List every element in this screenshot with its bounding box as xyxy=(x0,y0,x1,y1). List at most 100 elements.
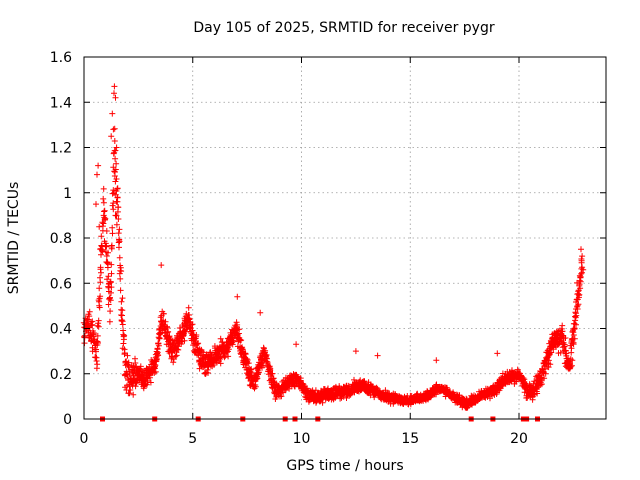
spike-point xyxy=(111,90,117,97)
data-point xyxy=(104,276,111,283)
data-point xyxy=(155,342,162,349)
spike-point xyxy=(580,266,587,273)
spike-point xyxy=(114,185,121,192)
data-point xyxy=(88,319,95,325)
data-point xyxy=(81,332,88,339)
data-point xyxy=(119,307,126,314)
data-point xyxy=(217,360,224,367)
data-point xyxy=(120,327,127,334)
x-axis-label: GPS time / hours xyxy=(286,458,403,474)
spike-point xyxy=(94,171,100,178)
data-point xyxy=(101,207,108,214)
data-point xyxy=(162,318,169,325)
data-point xyxy=(124,352,131,359)
data-point xyxy=(116,226,123,233)
data-point xyxy=(121,350,128,356)
data-point xyxy=(234,331,241,338)
data-point xyxy=(194,340,201,347)
data-point xyxy=(181,337,188,344)
axis-ticks: 0 5 10 15 20 0 0.2 0.4 0.6 0.8 1 1.2 1.4 1.6 xyxy=(50,50,606,447)
data-point xyxy=(108,270,115,277)
data-point xyxy=(105,249,111,256)
data-point xyxy=(205,370,211,376)
spike-point xyxy=(158,262,165,269)
data-point xyxy=(207,349,214,356)
data-point xyxy=(103,228,110,234)
data-point xyxy=(548,349,555,356)
data-point xyxy=(269,370,276,377)
data-point xyxy=(113,160,120,167)
data-point xyxy=(108,289,114,296)
data-point xyxy=(576,291,583,298)
data-point xyxy=(193,332,200,338)
data-point xyxy=(562,335,569,341)
data-point xyxy=(97,264,104,271)
data-point xyxy=(106,318,113,325)
data-point xyxy=(155,352,162,359)
data-point xyxy=(107,294,113,301)
data-point xyxy=(113,221,120,228)
data-point xyxy=(126,390,133,397)
data-point xyxy=(118,298,125,305)
data-point xyxy=(244,357,251,363)
spike-point xyxy=(95,162,102,169)
data-point xyxy=(107,297,114,304)
data-point xyxy=(189,321,196,328)
data-point xyxy=(286,385,293,392)
data-point xyxy=(125,359,132,366)
data-point xyxy=(100,199,107,206)
data-point xyxy=(538,381,545,388)
data-point xyxy=(225,346,232,353)
spike-point xyxy=(433,357,440,364)
x-tick-label: 15 xyxy=(401,431,419,447)
data-point xyxy=(96,285,103,292)
data-point xyxy=(571,325,578,332)
data-point xyxy=(242,351,249,358)
data-point xyxy=(132,360,139,366)
data-point xyxy=(112,166,119,173)
data-points xyxy=(80,83,587,411)
data-point xyxy=(267,365,274,372)
data-point xyxy=(108,261,115,268)
data-point xyxy=(93,358,100,364)
data-point xyxy=(173,352,180,359)
spike-point xyxy=(112,94,119,101)
data-point xyxy=(154,351,161,358)
spike-point xyxy=(96,223,103,230)
spike-point xyxy=(352,348,359,355)
data-point xyxy=(559,328,566,335)
data-point xyxy=(111,138,118,144)
spike-point xyxy=(112,155,119,162)
data-point xyxy=(116,254,123,261)
data-point xyxy=(110,206,117,213)
data-point xyxy=(567,363,574,370)
data-point xyxy=(110,200,117,207)
y-tick-label: 1.2 xyxy=(50,141,72,157)
data-point xyxy=(112,147,119,154)
data-point xyxy=(119,321,126,328)
data-point xyxy=(513,378,520,385)
data-point xyxy=(84,316,91,323)
data-point xyxy=(521,376,528,383)
spike-point xyxy=(93,201,99,208)
data-point xyxy=(570,341,577,348)
data-point xyxy=(575,301,582,308)
data-point xyxy=(120,336,127,343)
data-point xyxy=(95,317,102,324)
y-axis-label: SRMTID / TECUs xyxy=(6,182,22,295)
data-point xyxy=(111,125,118,132)
data-point xyxy=(545,357,552,364)
data-point xyxy=(115,204,122,211)
data-point xyxy=(312,387,319,394)
data-point xyxy=(119,295,126,302)
data-point xyxy=(103,242,110,249)
data-point xyxy=(118,268,125,275)
y-tick-label: 0.4 xyxy=(50,322,72,338)
y-tick-label: 0.2 xyxy=(50,367,72,383)
data-point xyxy=(236,326,243,333)
x-tick-label: 0 xyxy=(80,431,89,447)
data-point xyxy=(108,242,115,249)
data-point xyxy=(568,345,575,352)
spike-point xyxy=(494,350,501,357)
